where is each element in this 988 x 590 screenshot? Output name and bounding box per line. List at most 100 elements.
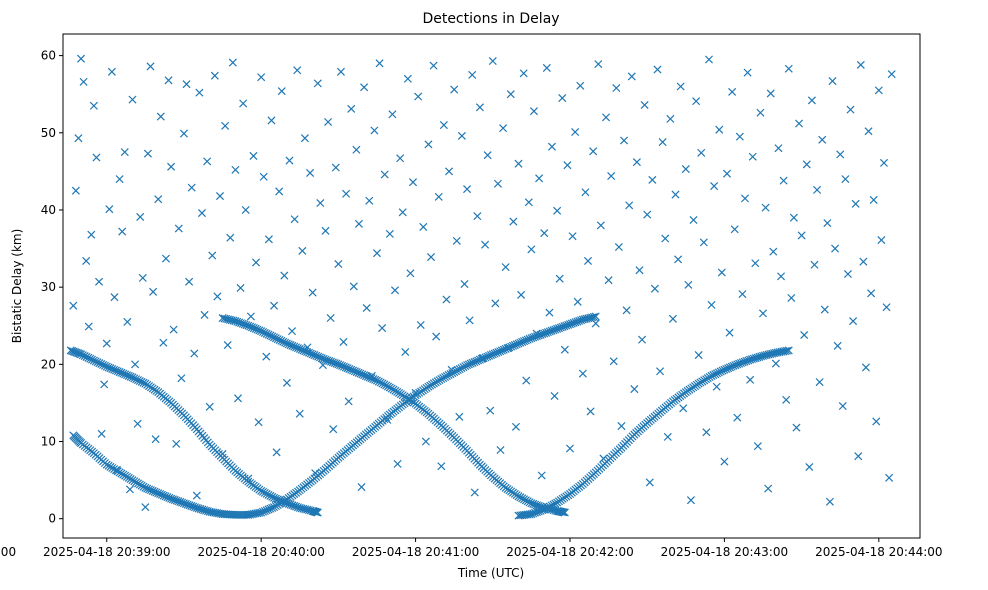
clutter-marker [625,201,634,210]
clutter-marker [102,339,111,348]
clutter-marker [182,80,191,89]
clutter-marker [321,226,330,235]
clutter-marker [854,452,863,461]
clutter-marker [426,253,436,262]
clutter-marker [843,270,852,279]
clutter-marker [517,290,526,299]
clutter-marker [836,150,845,159]
clutter-marker [357,483,366,492]
clutter-marker [84,322,93,331]
clutter-marker [107,67,116,76]
clutter-marker [434,192,443,201]
clutter-marker [524,198,533,207]
clutter-marker [105,205,114,214]
clutter-marker [208,251,217,260]
clutter-marker [650,284,659,293]
clutter-marker [339,337,348,346]
clutter-marker [879,158,888,167]
clutter-marker [509,217,518,226]
y-axis-ticks: 0 10 20 30 40 50 60 [41,49,63,526]
clutter-marker [406,269,415,278]
clutter-marker [100,380,109,389]
clutter-marker [831,244,840,253]
clutter-marker [383,415,392,424]
clutter-marker [656,367,665,376]
clutter-marker [246,312,255,321]
clutter-marker [733,413,742,422]
clutter-marker [648,175,657,184]
clutter-marker [131,360,140,369]
clutter-marker [221,121,230,130]
clutter-marker [213,292,222,301]
x-tick-label: 2025-04-18 20:40:00 [197,545,324,559]
clutter-marker [851,199,860,208]
clutter-marker [529,107,538,116]
clutter-marker [437,462,446,471]
clutter-marker [761,203,770,212]
clutter-marker [686,496,695,505]
clutter-marker [123,317,132,326]
clutter-marker [581,188,590,197]
clutter-marker [478,354,487,363]
clutter-marker [344,397,353,406]
clutter-marker [493,179,502,188]
clutter-marker [244,474,253,483]
clutter-marker [282,378,291,387]
clutter-marker [506,90,515,99]
clutter-marker [746,375,755,384]
plot-area [62,33,921,539]
clutter-marker [306,168,315,177]
clutter-marker [195,88,204,97]
clutter-marker [715,125,724,134]
clutter-marker [223,341,232,350]
clutter-marker [71,186,80,195]
clutter-marker [782,395,791,404]
clutter-marker [378,324,387,333]
clutter-marker [192,491,201,500]
clutter-marker [609,357,618,366]
clutter-marker [620,136,629,145]
clutter-marker [141,503,150,512]
clutter-marker [465,316,474,325]
clutter-marker [169,325,178,334]
clutter-marker [591,319,600,328]
clutter-marker [74,134,83,143]
clutter-marker [707,300,716,309]
clutter-marker [390,286,400,295]
clutter-marker [398,208,407,217]
clutter-marker [432,332,441,341]
track-marker [313,508,322,517]
clutter-marker [882,303,891,312]
clutter-marker [499,124,508,133]
clutter-marker [632,158,641,167]
clutter-marker [228,58,237,67]
clutter-marker [689,215,698,225]
clutter-marker [470,488,479,497]
clutter-marker [285,156,294,165]
x-tick-label: 2025-04-18 20:39:00 [43,545,170,559]
clutter-marker [69,301,78,310]
clutter-marker [532,329,541,338]
clutter-marker [540,229,549,238]
clutter-marker [300,134,309,143]
clutter-marker [275,187,284,196]
clutter-marker [95,277,104,286]
clutter-marker [272,448,281,457]
x-tick-label: 2025-04-18 20:42:00 [506,545,633,559]
clutter-marker [877,236,886,245]
clutter-marker [429,61,438,70]
clutter-marker [887,70,896,79]
clutter-marker [856,60,865,69]
clutter-marker [120,148,129,157]
y-tick-label: 10 [41,435,56,449]
clutter-marker [645,478,654,487]
clutter-marker [712,382,721,391]
x-axis-ticks: 2025-04-18 20:38:00 2025-04-18 20:39:00 20… [0,538,943,559]
clutter-marker [668,314,677,323]
clutter-marker [841,175,850,184]
clutter-marker [125,485,134,494]
clutter-marker [375,59,384,68]
clutter-marker [164,76,173,85]
clutter-marker [599,454,608,463]
clutter-marker [779,176,788,185]
